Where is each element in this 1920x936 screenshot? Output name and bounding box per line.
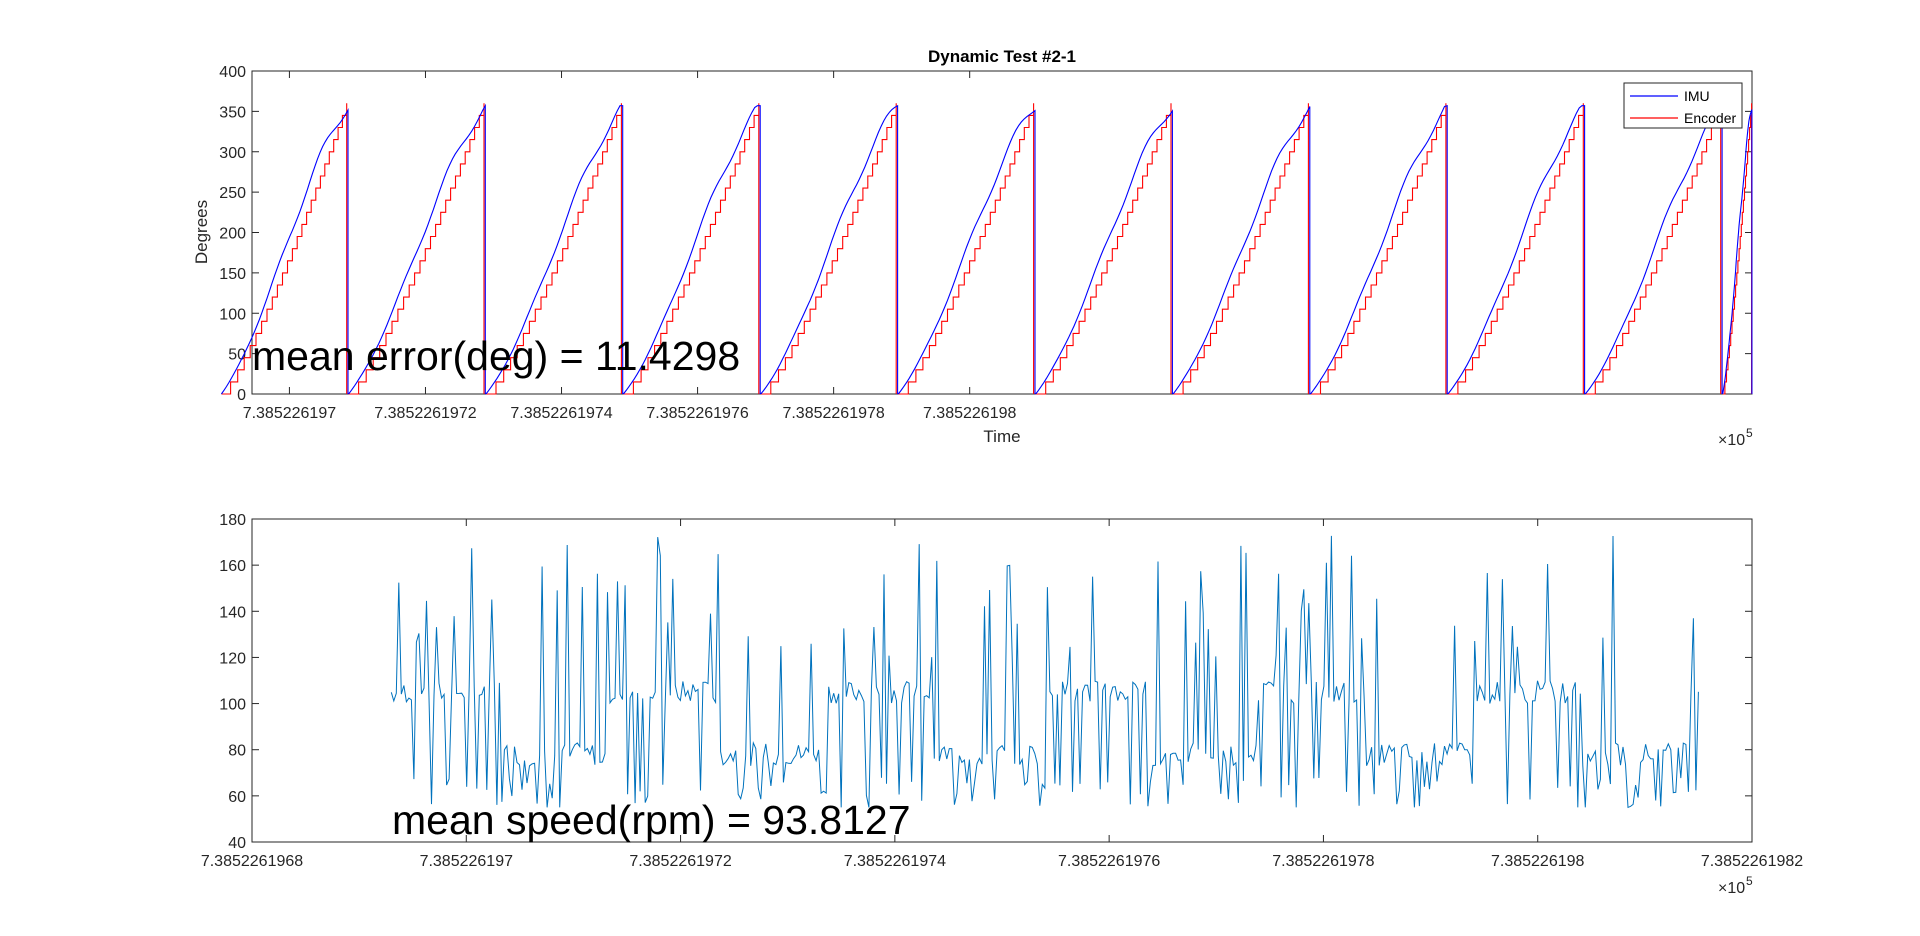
top-xtick-label: 7.3852261972: [374, 405, 476, 422]
top-ytick-label: 300: [219, 145, 246, 162]
legend-encoder-label: Encoder: [1684, 110, 1736, 126]
top-ytick-label: 200: [219, 226, 246, 243]
top-xtick-label: 7.3852261976: [646, 405, 748, 422]
top-series: [220, 103, 1753, 395]
top-axes-box: [251, 70, 1753, 395]
top-y-label: Degrees: [192, 200, 211, 264]
top-xtick-label: 7.3852261978: [782, 405, 884, 422]
bottom-x-ticks: 7.3852261968 7.385226197 7.3852261972 7.385…: [201, 519, 1803, 870]
top-ytick-label: 400: [219, 64, 246, 81]
top-x-ticks: 7.385226197 7.3852261972 7.3852261974 7.385…: [243, 71, 1017, 422]
bottom-xtick-label: 7.385226198: [1491, 853, 1585, 870]
bottom-x-exponent: ×10 5: [1718, 874, 1753, 897]
bottom-ytick-label: 40: [228, 835, 246, 852]
encoder-line: [221, 103, 1753, 395]
bottom-xtick-label: 7.3852261978: [1272, 853, 1374, 870]
top-ytick-label: 250: [219, 185, 246, 202]
bottom-xtick-label: 7.3852261968: [201, 853, 303, 870]
bottom-xtick-label: 7.3852261972: [629, 853, 731, 870]
top-x-exponent: ×10 5: [1718, 426, 1753, 449]
top-ytick-label: 100: [219, 306, 246, 323]
bottom-ytick-label: 120: [219, 650, 246, 667]
bottom-ytick-label: 80: [228, 743, 246, 760]
bottom-ytick-label: 140: [219, 604, 246, 621]
top-x-label: Time: [983, 427, 1020, 446]
bottom-axes-box: [251, 518, 1753, 843]
svg-text:×10: ×10: [1718, 432, 1745, 449]
legend-imu-label: IMU: [1684, 88, 1710, 104]
bottom-xtick-label: 7.3852261982: [1701, 853, 1803, 870]
speed-line: [390, 535, 1699, 809]
svg-text:5: 5: [1746, 426, 1753, 440]
top-xtick-label: 7.385226197: [243, 405, 337, 422]
svg-text:5: 5: [1746, 874, 1753, 888]
bottom-xtick-label: 7.3852261976: [1058, 853, 1160, 870]
imu-line: [220, 103, 1753, 395]
top-xtick-label: 7.3852261974: [510, 405, 612, 422]
top-annotation: mean error(deg) = 11.4298: [252, 333, 740, 379]
bottom-series: [390, 535, 1699, 809]
bottom-annotation: mean speed(rpm) = 93.8127: [392, 797, 911, 843]
svg-text:×10: ×10: [1718, 880, 1745, 897]
bottom-ytick-label: 100: [219, 697, 246, 714]
bottom-xtick-label: 7.3852261974: [844, 853, 946, 870]
top-ytick-label: 150: [219, 266, 246, 283]
bottom-ytick-label: 180: [219, 512, 246, 529]
top-xtick-label: 7.385226198: [923, 405, 1017, 422]
bottom-xtick-label: 7.385226197: [420, 853, 514, 870]
top-title: Dynamic Test #2-1: [928, 47, 1076, 66]
bottom-ytick-label: 160: [219, 558, 246, 575]
bottom-ytick-label: 60: [228, 789, 246, 806]
top-ytick-label: 350: [219, 104, 246, 121]
legend: IMU Encoder: [1623, 82, 1743, 129]
top-ytick-label: 0: [237, 387, 246, 404]
bottom-y-ticks: 40 60 80 100 120 140 160 180: [219, 512, 1752, 852]
